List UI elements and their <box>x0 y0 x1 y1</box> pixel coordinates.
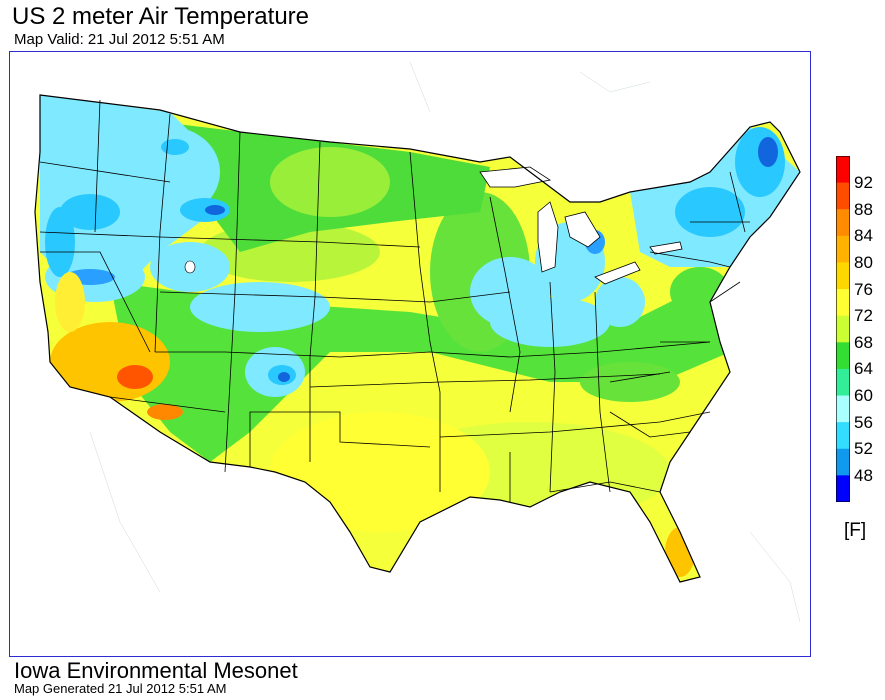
map-valid-time: Map Valid: 21 Jul 2012 5:51 AM <box>14 31 225 48</box>
legend-swatch <box>836 262 850 290</box>
legend-tick-label: 60 <box>854 386 873 406</box>
legend-tick-label: 76 <box>854 279 873 299</box>
legend-tick-label: 48 <box>854 465 873 485</box>
legend-swatch <box>836 395 850 423</box>
legend-tick-label: 56 <box>854 412 873 432</box>
legend-tick-label: 52 <box>854 439 873 459</box>
legend-swatch <box>836 315 850 343</box>
legend-swatch <box>836 182 850 210</box>
legend-swatch <box>836 342 850 370</box>
temperature-fill <box>35 95 800 582</box>
footer-organization: Iowa Environmental Mesonet <box>14 658 298 683</box>
legend-swatch <box>836 235 850 263</box>
legend-tick-label: 88 <box>854 199 873 219</box>
legend-tick-label: 68 <box>854 332 873 352</box>
legend-swatch <box>836 475 850 502</box>
legend-swatch <box>836 156 850 184</box>
map-frame <box>9 51 811 657</box>
map-title: US 2 meter Air Temperature <box>12 3 310 30</box>
legend-swatch <box>836 422 850 450</box>
legend-swatch <box>836 368 850 397</box>
legend-swatch <box>836 209 850 237</box>
state-boundaries <box>34 94 801 583</box>
legend-tick-label: 84 <box>854 226 873 246</box>
legend-swatch <box>836 289 850 317</box>
legend-color-bar <box>836 156 850 502</box>
footer-generated-time: Map Generated 21 Jul 2012 5:51 AM <box>14 681 227 696</box>
legend-tick-label: 64 <box>854 359 873 379</box>
us-temperature-map <box>34 61 801 623</box>
legend-tick-label: 72 <box>854 306 873 326</box>
legend-swatch <box>836 448 850 476</box>
legend-tick-label: 92 <box>854 173 873 193</box>
great-lakes <box>184 166 683 285</box>
legend-unit: [F] <box>844 520 867 541</box>
legend-tick-label: 80 <box>854 252 873 272</box>
outer-boundaries <box>89 61 801 623</box>
